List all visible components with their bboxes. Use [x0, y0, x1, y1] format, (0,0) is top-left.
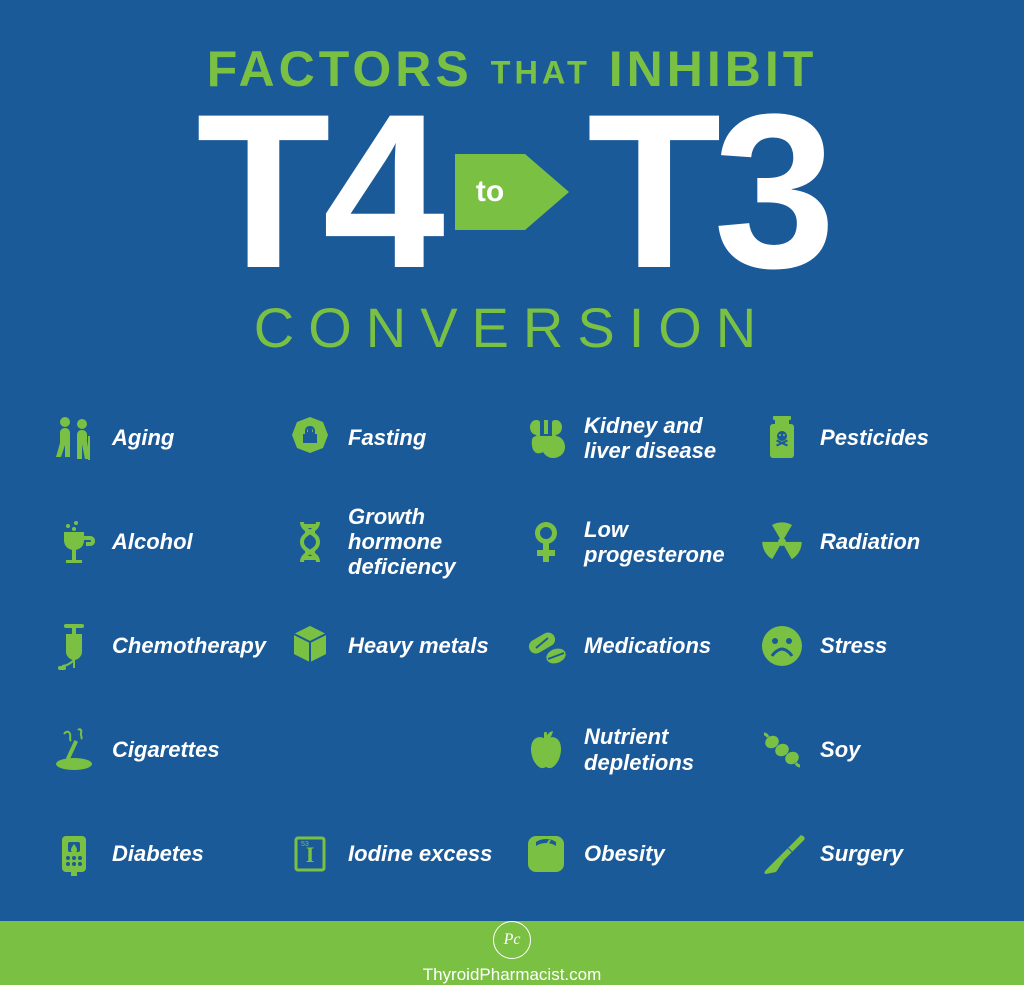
- title-line1: FACTORS THAT INHIBIT: [50, 40, 974, 98]
- factor-item: Cigarettes: [50, 712, 266, 788]
- factor-item: Obesity: [522, 816, 738, 892]
- factor-item: Medications: [522, 608, 738, 684]
- footer-bar: Pc ThyroidPharmacist.com: [0, 921, 1024, 985]
- poison-icon: [758, 414, 806, 462]
- factor-item: Kidney and liver disease: [522, 400, 738, 476]
- factor-label: Obesity: [584, 841, 665, 866]
- female-icon: [522, 518, 570, 566]
- factor-label: Kidney and liver disease: [584, 413, 738, 464]
- diabetes-icon: [50, 830, 98, 878]
- factor-item: Low progesterone: [522, 504, 738, 580]
- fasting-icon: [286, 414, 334, 462]
- arrow-icon: to: [455, 154, 569, 230]
- factor-label: Surgery: [820, 841, 903, 866]
- factors-grid: Aging Alcohol Chemotherapy Cigarettes Diabet…: [50, 400, 974, 891]
- factor-label: Stress: [820, 633, 887, 658]
- title-line2: T4 to T3: [50, 98, 974, 285]
- factor-label: Low progesterone: [584, 517, 738, 568]
- factor-label: Alcohol: [112, 529, 193, 554]
- alcohol-icon: [50, 518, 98, 566]
- title-t4: T4: [196, 98, 437, 285]
- factor-label: Heavy metals: [348, 633, 489, 658]
- main-panel: FACTORS THAT INHIBIT T4 to T3 CONVERSION…: [0, 0, 1024, 921]
- factor-item: Growth hormone deficiency: [286, 504, 502, 580]
- aging-icon: [50, 414, 98, 462]
- cigarettes-icon: [50, 726, 98, 774]
- factor-label: Nutrient depletions: [584, 724, 738, 775]
- arrow-head-icon: [525, 154, 569, 230]
- factor-label: Fasting: [348, 425, 426, 450]
- pills-icon: [522, 622, 570, 670]
- title-word-that: THAT: [491, 54, 591, 90]
- factor-item: Alcohol: [50, 504, 266, 580]
- logo-icon: Pc: [493, 921, 531, 959]
- soy-icon: [758, 726, 806, 774]
- title-t3: T3: [587, 98, 828, 285]
- factor-label: Chemotherapy: [112, 633, 266, 658]
- dna-icon: [286, 518, 334, 566]
- factor-item: Soy: [758, 712, 974, 788]
- factor-item: [286, 712, 502, 788]
- factor-item: Stress: [758, 608, 974, 684]
- sad-icon: [758, 622, 806, 670]
- factor-item: Nutrient depletions: [522, 712, 738, 788]
- radiation-icon: [758, 518, 806, 566]
- factor-item: Heavy metals: [286, 608, 502, 684]
- title-line3: CONVERSION: [50, 295, 974, 360]
- factor-label: Aging: [112, 425, 174, 450]
- organs-icon: [522, 414, 570, 462]
- svg-text:53: 53: [301, 841, 309, 848]
- factor-label: Growth hormone deficiency: [348, 504, 502, 580]
- factor-item: Aging: [50, 400, 266, 476]
- apple-icon: [522, 726, 570, 774]
- factor-item: Chemotherapy: [50, 608, 266, 684]
- factor-label: Soy: [820, 737, 860, 762]
- factor-item: Diabetes: [50, 816, 266, 892]
- factor-label: Diabetes: [112, 841, 204, 866]
- scalpel-icon: [758, 830, 806, 878]
- factor-item: I53 Iodine excess: [286, 816, 502, 892]
- cube-icon: [286, 622, 334, 670]
- title-block: FACTORS THAT INHIBIT T4 to T3 CONVERSION: [50, 40, 974, 360]
- arrow-to-label: to: [455, 154, 525, 230]
- factor-item: Pesticides: [758, 400, 974, 476]
- footer-text: ThyroidPharmacist.com: [423, 965, 602, 985]
- scale-icon: [522, 830, 570, 878]
- iodine-icon: I53: [286, 830, 334, 878]
- factor-label: Cigarettes: [112, 737, 220, 762]
- factor-label: Iodine excess: [348, 841, 492, 866]
- chemo-icon: [50, 622, 98, 670]
- factor-item: Fasting: [286, 400, 502, 476]
- factor-item: Radiation: [758, 504, 974, 580]
- factor-label: Medications: [584, 633, 711, 658]
- infographic-page: FACTORS THAT INHIBIT T4 to T3 CONVERSION…: [0, 0, 1024, 970]
- factor-label: Pesticides: [820, 425, 929, 450]
- factor-item: Surgery: [758, 816, 974, 892]
- factor-label: Radiation: [820, 529, 920, 554]
